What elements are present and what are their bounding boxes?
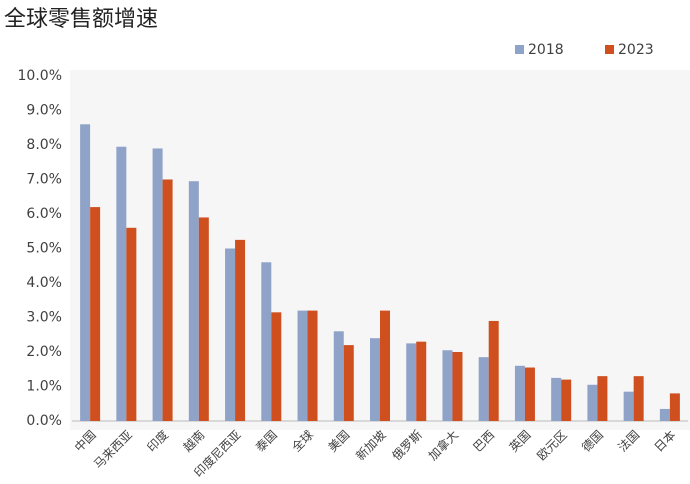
bar xyxy=(452,352,463,421)
x-tick-label: 巴西 xyxy=(470,428,497,455)
bar xyxy=(623,391,634,421)
bar xyxy=(188,181,199,421)
bar xyxy=(524,367,535,421)
bar xyxy=(659,408,670,421)
x-tick-label: 日本 xyxy=(652,428,679,455)
y-tick-label: 2.0% xyxy=(26,344,62,360)
x-tick-label: 加拿大 xyxy=(425,427,461,463)
y-tick-label: 3.0% xyxy=(26,310,62,326)
y-tick-label: 9.0% xyxy=(26,103,62,119)
bar xyxy=(90,207,101,421)
y-tick-label: 10.0% xyxy=(18,68,62,84)
bar xyxy=(116,146,127,421)
bar xyxy=(587,384,598,421)
x-tick-label: 马来西亚 xyxy=(91,428,135,472)
bar xyxy=(416,341,427,421)
bar xyxy=(478,357,489,421)
y-tick-label: 0.0% xyxy=(26,413,62,429)
bar xyxy=(597,376,608,421)
bar xyxy=(235,239,246,421)
x-tick-label: 中国 xyxy=(71,427,99,455)
bar xyxy=(297,310,308,421)
x-tick-label: 全球 xyxy=(289,427,317,455)
x-tick-label: 越南 xyxy=(180,427,208,455)
x-tick-label: 法国 xyxy=(615,428,642,455)
bar xyxy=(198,217,209,421)
x-tick-label: 英国 xyxy=(507,428,534,455)
y-tick-label: 1.0% xyxy=(26,379,62,395)
bar xyxy=(380,310,390,421)
x-tick-label: 印度 xyxy=(144,427,172,455)
bar xyxy=(162,179,173,421)
bar xyxy=(514,365,525,421)
bar xyxy=(126,227,137,421)
legend-label: 2018 xyxy=(528,42,564,58)
bar xyxy=(406,343,417,421)
x-tick-label: 欧元区 xyxy=(534,428,569,463)
x-tick-label: 泰国 xyxy=(253,428,280,455)
y-tick-label: 8.0% xyxy=(26,137,62,153)
y-tick-label: 7.0% xyxy=(26,172,62,188)
bar xyxy=(561,379,572,421)
bar xyxy=(261,262,272,421)
bar xyxy=(488,320,499,421)
x-tick-label: 德国 xyxy=(578,427,606,455)
bar xyxy=(669,393,680,421)
bar xyxy=(225,248,236,421)
bar xyxy=(551,377,562,421)
bar xyxy=(307,310,318,421)
bar xyxy=(343,345,354,421)
legend-label: 2023 xyxy=(618,42,654,58)
chart-title: 全球零售额增速 xyxy=(4,7,158,32)
bar xyxy=(442,350,453,421)
legend-swatch xyxy=(605,45,614,54)
y-tick-label: 4.0% xyxy=(26,275,62,291)
bar xyxy=(152,148,163,421)
legend-swatch xyxy=(515,45,524,54)
x-tick-label: 新加坡 xyxy=(353,427,389,463)
x-tick-label: 俄罗斯 xyxy=(389,428,424,463)
x-tick-label: 美国 xyxy=(325,428,352,455)
bar xyxy=(633,376,644,421)
bar xyxy=(370,338,380,421)
bar xyxy=(333,331,344,421)
bar xyxy=(271,312,282,421)
bar xyxy=(80,124,91,422)
y-tick-label: 5.0% xyxy=(26,241,62,257)
y-tick-label: 6.0% xyxy=(26,206,62,222)
